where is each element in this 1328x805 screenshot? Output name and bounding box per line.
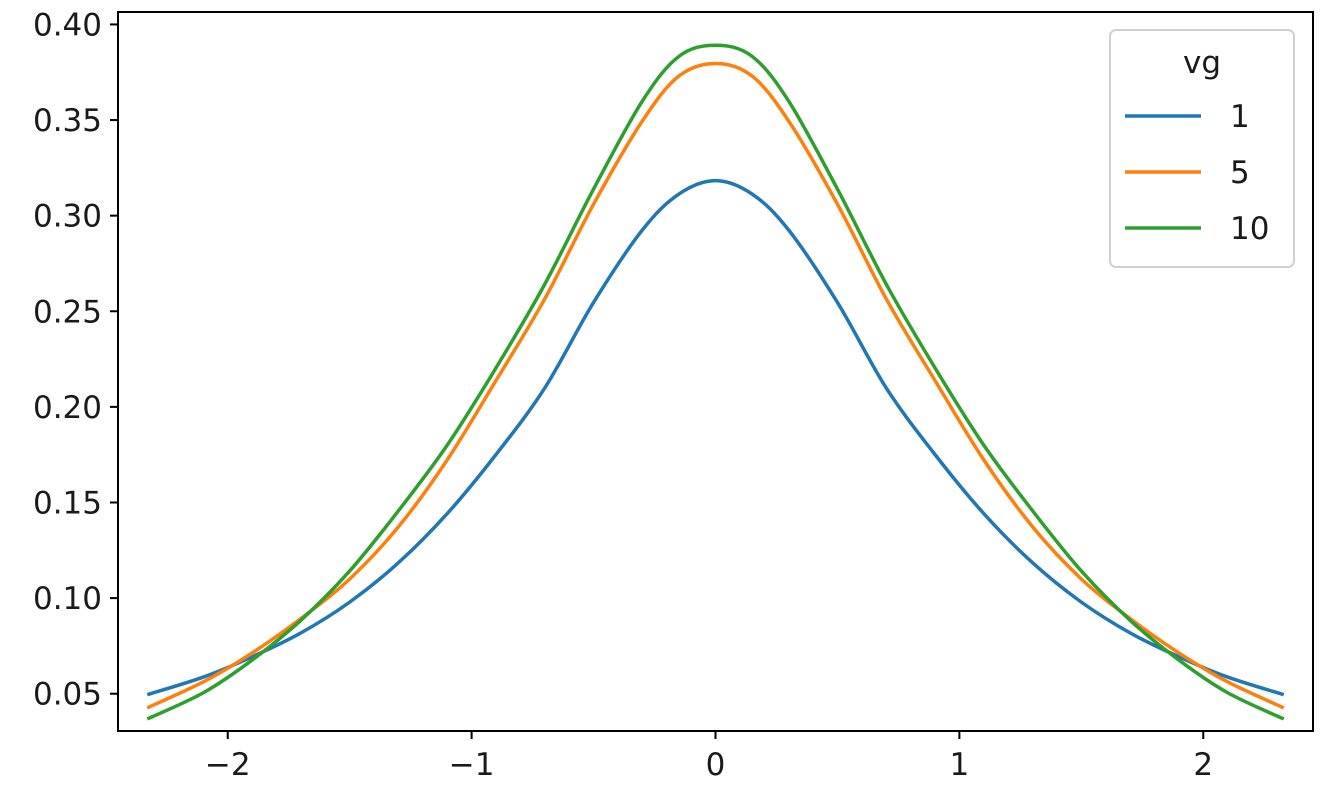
- legend-label-10: 10: [1230, 211, 1269, 247]
- y-tick-label: 0.30: [33, 199, 102, 235]
- series-line-10: [146, 43, 1285, 721]
- series-line-1: [146, 178, 1285, 697]
- legend: vg 1 5 10: [1109, 29, 1295, 268]
- legend-title: vg: [1183, 45, 1221, 81]
- x-tick-label: −2: [205, 747, 251, 783]
- x-tick-label: 2: [1193, 747, 1213, 783]
- x-tick-label: 1: [950, 747, 970, 783]
- y-axis: 0.05 0.10 0.15 0.20 0.25 0.30 0.35 0.40: [33, 7, 118, 713]
- y-tick-label: 0.10: [33, 581, 102, 617]
- series-line-5: [146, 61, 1285, 710]
- legend-label-1: 1: [1230, 99, 1250, 135]
- y-tick-label: 0.35: [33, 103, 102, 139]
- y-tick-label: 0.05: [33, 677, 102, 713]
- y-tick-label: 0.25: [33, 294, 102, 330]
- plot-frame: [117, 11, 1314, 732]
- legend-label-5: 5: [1230, 155, 1250, 191]
- y-tick-label: 0.20: [33, 390, 102, 426]
- x-axis: −2 −1 0 1 2: [205, 731, 1213, 783]
- legend-box: [1109, 29, 1295, 268]
- x-tick-label: 0: [706, 747, 726, 783]
- series-lines: [146, 43, 1285, 721]
- x-tick-label: −1: [449, 747, 495, 783]
- y-tick-label: 0.15: [33, 485, 102, 521]
- y-tick-label: 0.40: [33, 7, 102, 43]
